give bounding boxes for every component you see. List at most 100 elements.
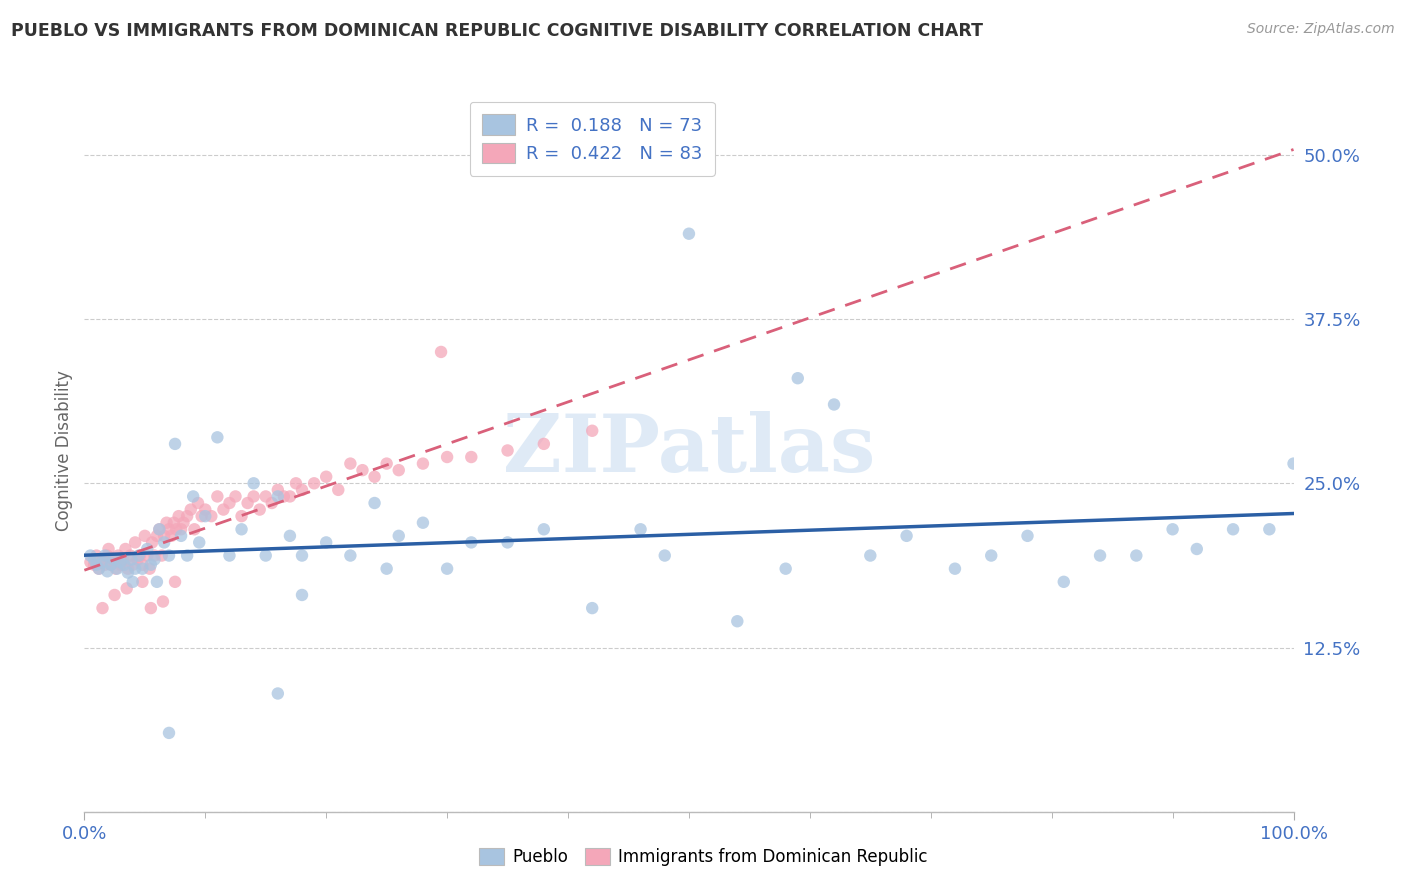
Point <box>96 549 118 563</box>
Point <box>352 463 374 477</box>
Point <box>136 549 159 563</box>
Point <box>1017 529 1039 543</box>
Point <box>112 552 135 566</box>
Point <box>79 555 101 569</box>
Point <box>1125 549 1147 563</box>
Point <box>943 562 966 576</box>
Point <box>105 562 128 576</box>
Point <box>533 522 555 536</box>
Point <box>91 552 114 566</box>
Point <box>212 502 235 516</box>
Point <box>980 549 1002 563</box>
Point <box>267 686 290 700</box>
Point <box>121 558 143 572</box>
Point <box>153 535 176 549</box>
Point <box>136 541 159 556</box>
Point <box>107 549 129 563</box>
Point <box>496 535 519 549</box>
Point <box>273 490 295 504</box>
Point <box>207 430 229 444</box>
Point <box>412 516 434 530</box>
Point <box>103 552 125 566</box>
Point <box>291 483 314 497</box>
Point <box>291 588 314 602</box>
Point <box>1185 541 1208 556</box>
Point <box>104 562 127 576</box>
Point <box>254 490 277 504</box>
Point <box>630 522 652 536</box>
Point <box>104 588 127 602</box>
Point <box>786 371 808 385</box>
Point <box>120 549 142 563</box>
Point <box>157 726 180 740</box>
Point <box>134 529 156 543</box>
Point <box>112 558 135 572</box>
Point <box>533 437 555 451</box>
Point <box>83 552 105 566</box>
Point <box>225 490 247 504</box>
Point <box>363 496 385 510</box>
Point <box>170 522 193 536</box>
Point <box>1088 549 1111 563</box>
Point <box>157 549 180 563</box>
Point <box>436 450 458 464</box>
Legend: Pueblo, Immigrants from Dominican Republic: Pueblo, Immigrants from Dominican Republ… <box>471 840 935 875</box>
Point <box>388 463 411 477</box>
Point <box>302 476 325 491</box>
Point <box>91 601 114 615</box>
Point <box>460 450 482 464</box>
Point <box>430 345 453 359</box>
Point <box>581 424 603 438</box>
Point <box>103 552 125 566</box>
Point <box>139 558 162 572</box>
Point <box>291 549 314 563</box>
Point <box>194 509 217 524</box>
Point <box>187 496 209 510</box>
Point <box>231 509 253 524</box>
Point <box>180 502 202 516</box>
Point <box>207 490 229 504</box>
Point <box>218 496 240 510</box>
Point <box>146 529 169 543</box>
Point <box>236 496 259 510</box>
Point <box>231 522 253 536</box>
Point <box>315 535 337 549</box>
Point <box>267 483 290 497</box>
Point <box>100 558 122 572</box>
Point <box>138 562 160 576</box>
Point <box>190 509 212 524</box>
Point <box>654 549 676 563</box>
Point <box>157 522 180 536</box>
Point <box>94 558 117 572</box>
Point <box>114 541 136 556</box>
Point <box>725 614 748 628</box>
Point <box>339 457 361 471</box>
Point <box>86 549 108 563</box>
Legend: R =  0.188   N = 73, R =  0.422   N = 83: R = 0.188 N = 73, R = 0.422 N = 83 <box>470 102 714 176</box>
Point <box>1282 457 1305 471</box>
Point <box>1053 574 1076 589</box>
Point <box>260 496 283 510</box>
Point <box>218 549 240 563</box>
Point <box>117 562 139 576</box>
Point <box>150 549 173 563</box>
Point <box>363 469 385 483</box>
Point <box>339 549 361 563</box>
Point <box>163 516 186 530</box>
Point <box>146 574 169 589</box>
Point <box>1222 522 1244 536</box>
Point <box>242 490 264 504</box>
Point <box>436 562 458 576</box>
Point <box>121 552 143 566</box>
Point <box>412 457 434 471</box>
Point <box>388 529 411 543</box>
Point <box>859 549 882 563</box>
Point <box>173 516 195 530</box>
Text: Source: ZipAtlas.com: Source: ZipAtlas.com <box>1247 22 1395 37</box>
Point <box>823 397 845 411</box>
Point <box>131 558 153 572</box>
Point <box>678 227 700 241</box>
Point <box>127 552 149 566</box>
Point <box>79 549 101 563</box>
Point <box>160 529 183 543</box>
